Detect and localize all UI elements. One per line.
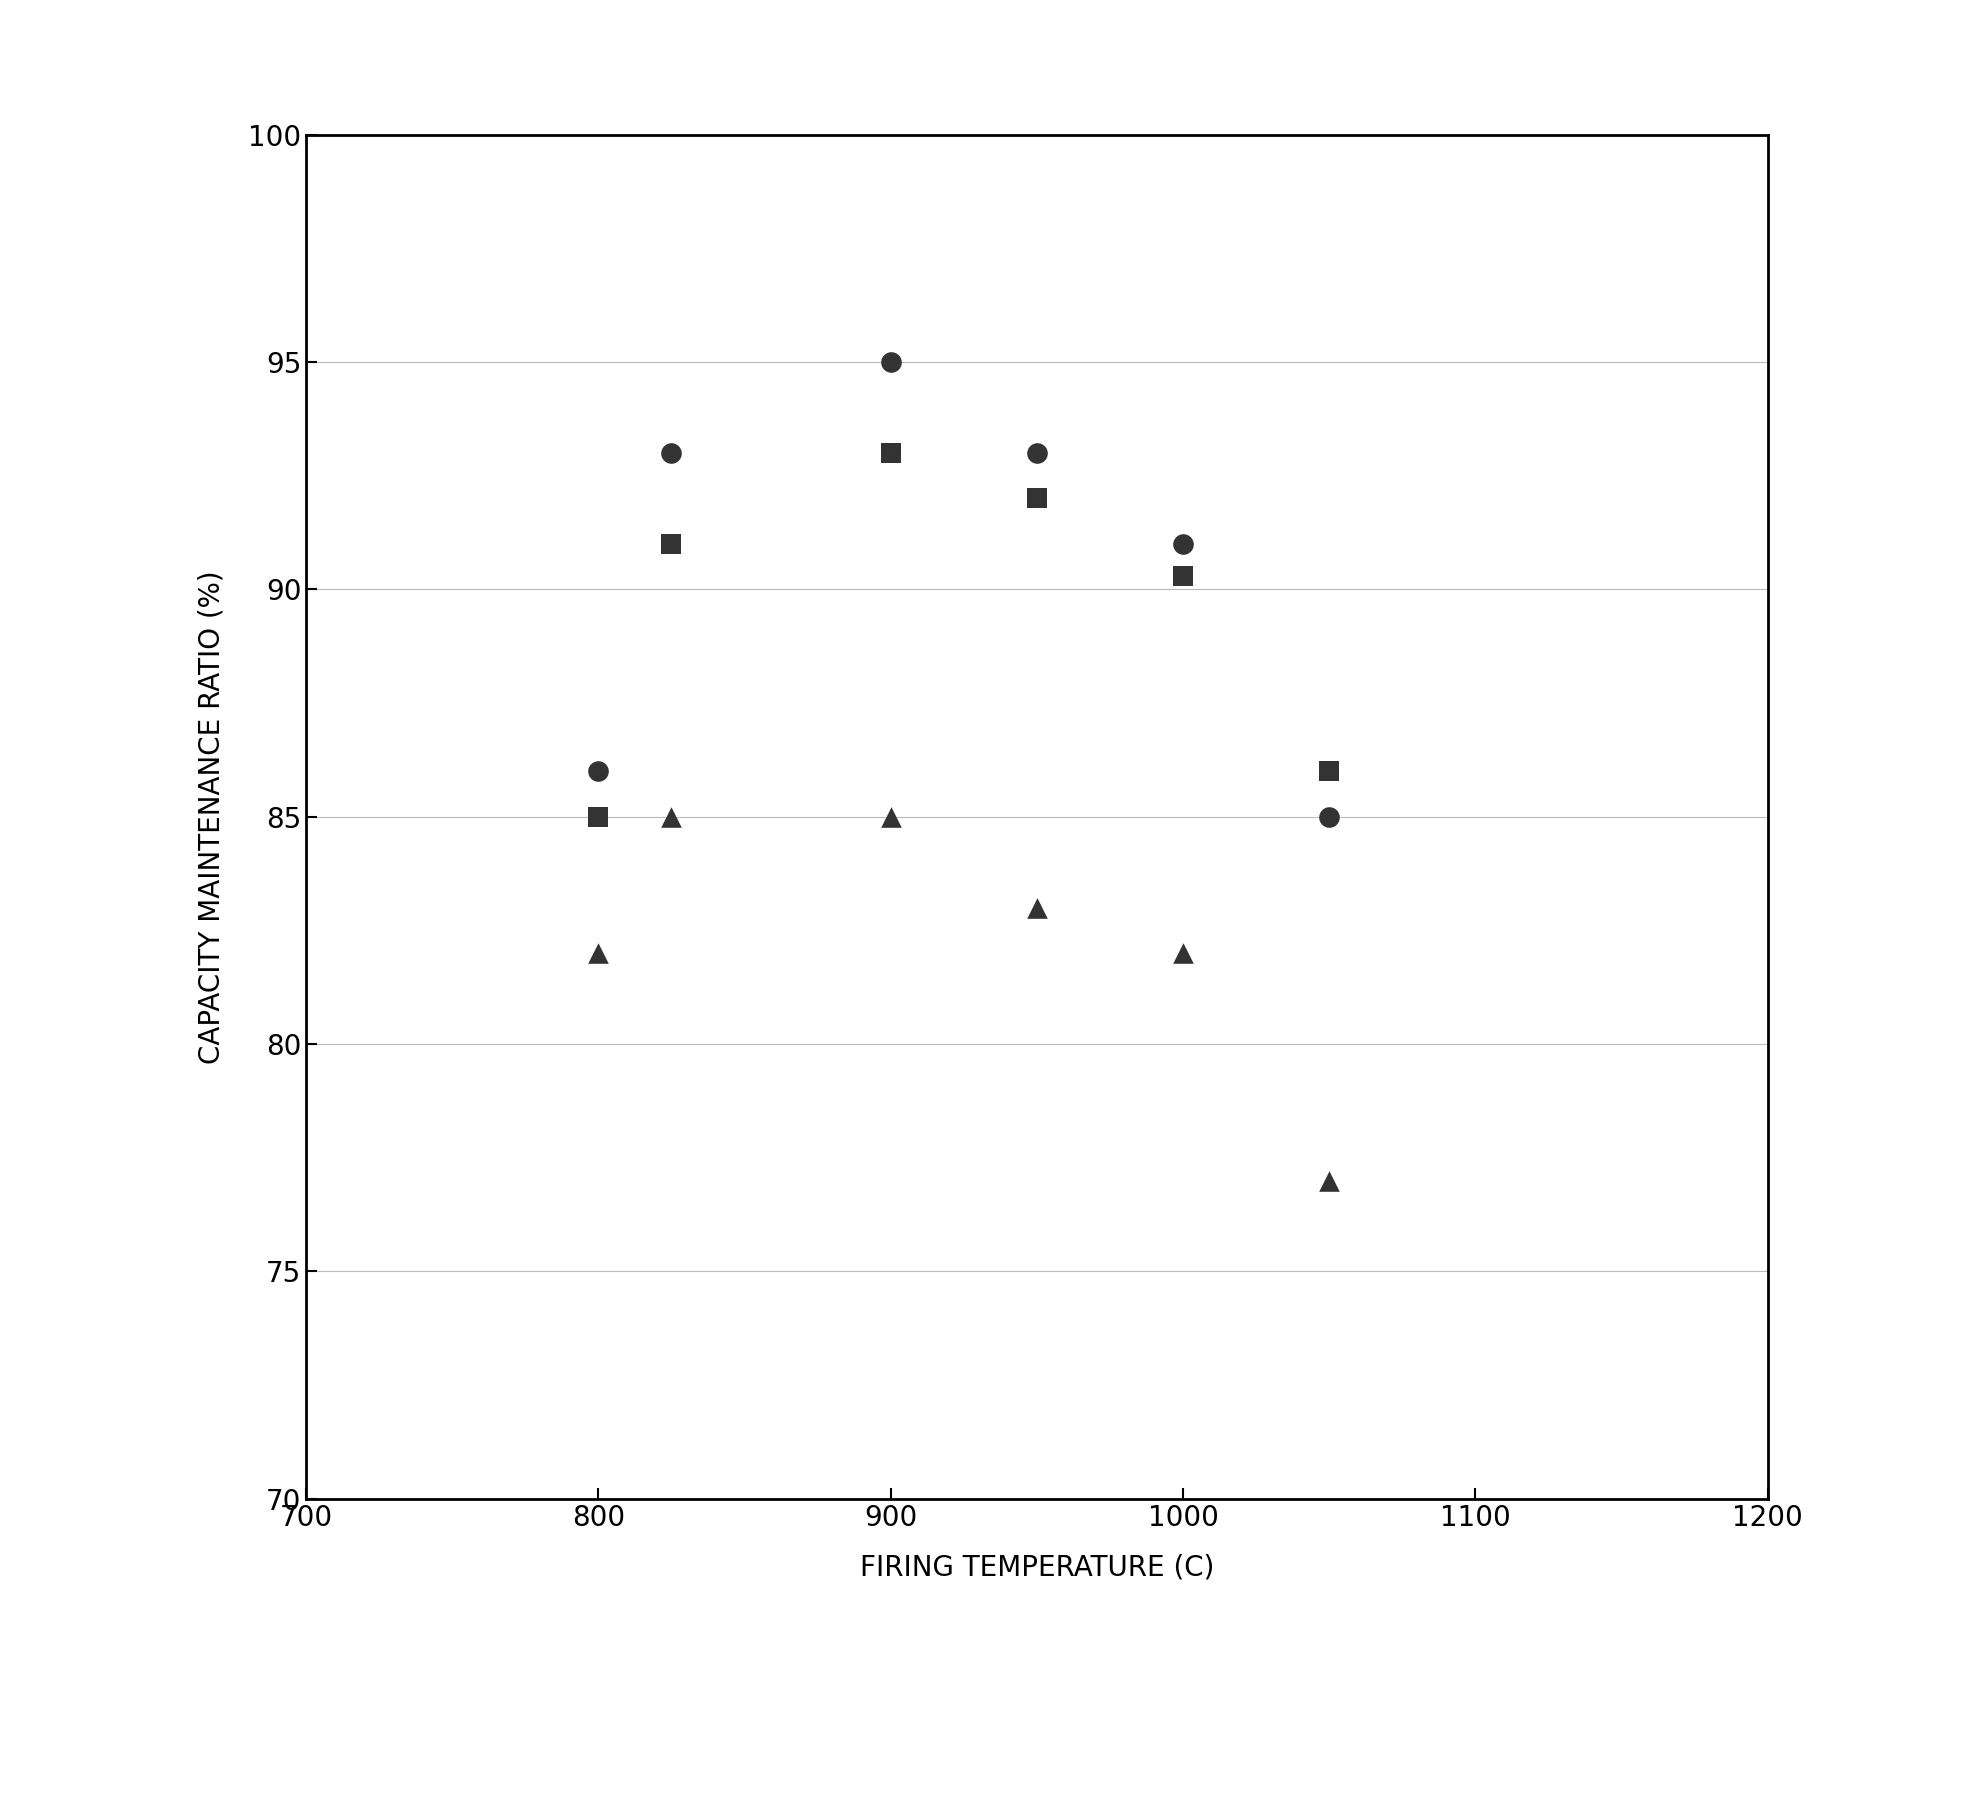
Point (1313, 757, 1345, 786)
Point (1021, 485, 1053, 513)
Point (1167, 939, 1199, 968)
Point (1021, 894, 1053, 923)
Point (656, 438, 687, 467)
Point (583, 757, 614, 786)
Y-axis label: CAPACITY MAINTENANCE RATIO (%): CAPACITY MAINTENANCE RATIO (%) (198, 569, 225, 1063)
Point (583, 802, 614, 831)
Point (1167, 530, 1199, 558)
Point (1167, 562, 1199, 591)
Point (656, 802, 687, 831)
Point (1313, 1167, 1345, 1195)
Point (1313, 802, 1345, 831)
Point (875, 802, 907, 831)
Point (656, 530, 687, 558)
Point (583, 939, 614, 968)
Point (875, 438, 907, 467)
X-axis label: FIRING TEMPERATURE (C): FIRING TEMPERATURE (C) (859, 1554, 1215, 1581)
Point (1021, 438, 1053, 467)
Point (875, 348, 907, 377)
